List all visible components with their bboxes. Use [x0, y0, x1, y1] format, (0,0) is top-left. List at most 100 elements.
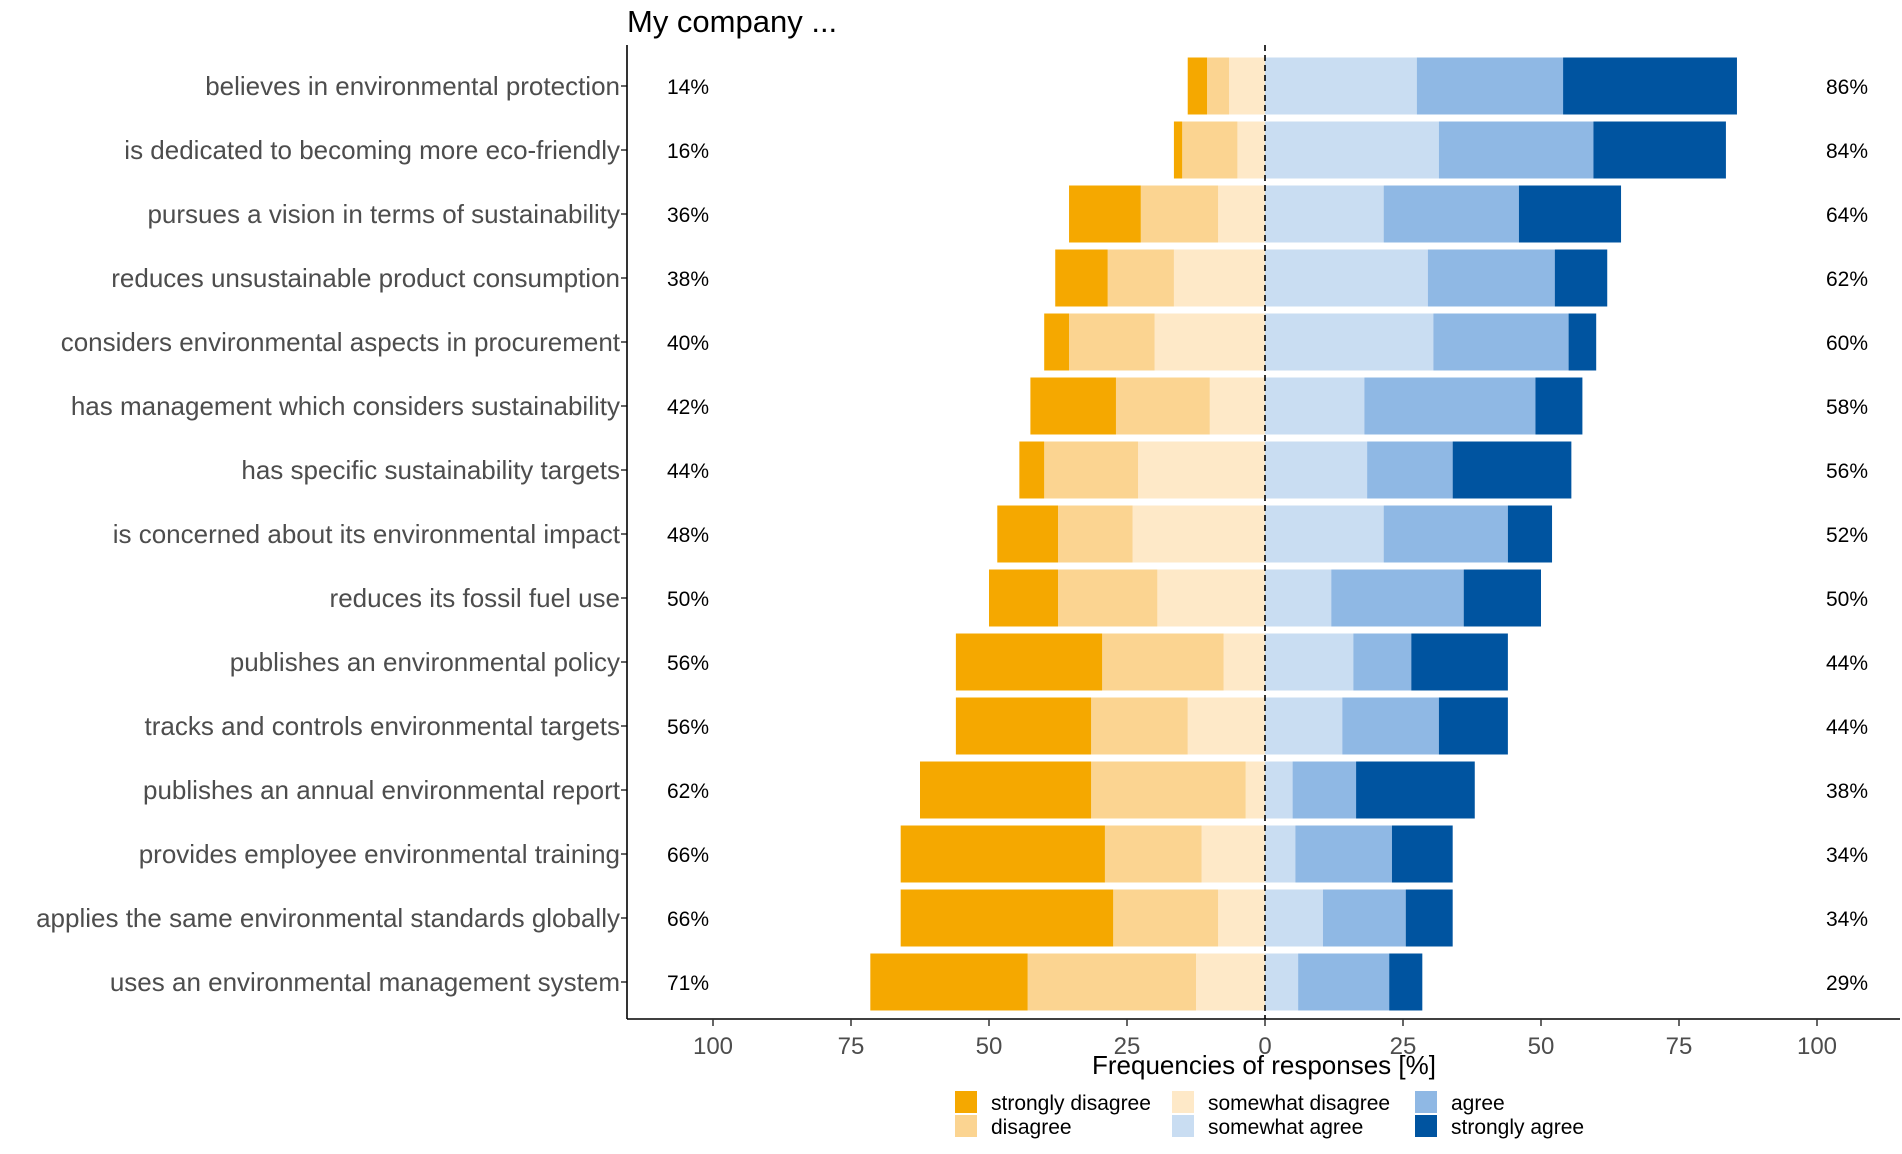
- category-label: considers environmental aspects in procu…: [61, 327, 621, 357]
- right-percentage: 34%: [1826, 844, 1868, 867]
- bar-believes-in-environmental-protection-somewhat-agree: [1265, 57, 1417, 115]
- bar-reduces-unsustainable-product-consumption-strongly-agree: [1554, 249, 1608, 307]
- right-percentage: 38%: [1826, 780, 1868, 803]
- bar-has-specific-sustainability-targets-agree: [1367, 441, 1453, 499]
- bar-uses-an-environmental-management-system-strongly-disagree: [870, 953, 1028, 1011]
- bar-applies-the-same-environmental-standards-globally-strongly-agree: [1405, 889, 1453, 947]
- legend-key-disagree: [955, 1115, 977, 1137]
- left-percentage: 66%: [667, 908, 709, 931]
- x-axis-title: Frequencies of responses [%]: [1092, 1050, 1436, 1080]
- bar-publishes-an-environmental-policy-disagree: [1102, 633, 1224, 691]
- bar-considers-environmental-aspects-in-procurement-somewhat-agree: [1265, 313, 1434, 371]
- legend-label-strongly-disagree: strongly disagree: [991, 1092, 1151, 1115]
- bar-publishes-an-environmental-policy-strongly-agree: [1411, 633, 1508, 691]
- bar-provides-employee-environmental-training-agree: [1295, 825, 1392, 883]
- x-tick-label: 75: [838, 1033, 865, 1060]
- bar-has-specific-sustainability-targets-disagree: [1044, 441, 1139, 499]
- bar-uses-an-environmental-management-system-agree: [1298, 953, 1390, 1011]
- legend-key-somewhat-disagree: [1172, 1091, 1194, 1113]
- legend-key-agree: [1415, 1091, 1437, 1113]
- left-percentage: 62%: [667, 780, 709, 803]
- category-label: uses an environmental management system: [110, 967, 620, 997]
- bar-reduces-unsustainable-product-consumption-strongly-disagree: [1055, 249, 1108, 307]
- x-tick-label: 50: [976, 1033, 1003, 1060]
- left-percentage: 42%: [667, 396, 709, 419]
- bar-publishes-an-environmental-policy-somewhat-agree: [1265, 633, 1354, 691]
- right-percentage: 52%: [1826, 524, 1868, 547]
- right-percentage: 44%: [1826, 716, 1868, 739]
- bar-pursues-a-vision-in-terms-of-sustainability-somewhat-agree: [1265, 185, 1384, 243]
- bar-pursues-a-vision-in-terms-of-sustainability-strongly-agree: [1518, 185, 1622, 243]
- right-percentage: 34%: [1826, 908, 1868, 931]
- bar-has-management-which-considers-sustainability-somewhat-disagree: [1209, 377, 1265, 435]
- legend-label-somewhat-disagree: somewhat disagree: [1208, 1092, 1390, 1115]
- bar-uses-an-environmental-management-system-strongly-agree: [1389, 953, 1423, 1011]
- category-label: tracks and controls environmental target…: [145, 711, 620, 741]
- bar-provides-employee-environmental-training-somewhat-disagree: [1201, 825, 1265, 883]
- bar-publishes-an-annual-environmental-report-strongly-agree: [1356, 761, 1475, 819]
- bar-believes-in-environmental-protection-agree: [1416, 57, 1564, 115]
- bar-has-management-which-considers-sustainability-strongly-agree: [1535, 377, 1583, 435]
- left-percentage: 66%: [667, 844, 709, 867]
- bar-publishes-an-annual-environmental-report-somewhat-disagree: [1245, 761, 1265, 819]
- left-percentage: 56%: [667, 716, 709, 739]
- x-tick-label: 100: [1797, 1033, 1837, 1060]
- x-tick-label: 0: [1258, 1033, 1271, 1060]
- x-tick-label: 25: [1114, 1033, 1141, 1060]
- bars-group: [870, 57, 1737, 1011]
- bar-provides-employee-environmental-training-strongly-disagree: [900, 825, 1105, 883]
- category-label: pursues a vision in terms of sustainabil…: [147, 199, 620, 229]
- bar-reduces-its-fossil-fuel-use-disagree: [1058, 569, 1158, 627]
- bar-tracks-and-controls-environmental-targets-strongly-disagree: [955, 697, 1092, 755]
- bar-reduces-its-fossil-fuel-use-strongly-agree: [1463, 569, 1541, 627]
- right-percentage: 84%: [1826, 140, 1868, 163]
- legend-label-disagree: disagree: [991, 1116, 1072, 1139]
- bar-reduces-unsustainable-product-consumption-somewhat-agree: [1265, 249, 1428, 307]
- bar-applies-the-same-environmental-standards-globally-agree: [1322, 889, 1406, 947]
- bar-applies-the-same-environmental-standards-globally-disagree: [1113, 889, 1219, 947]
- left-percentage: 14%: [667, 76, 709, 99]
- category-label: is dedicated to becoming more eco-friend…: [124, 135, 620, 165]
- left-percentage: 38%: [667, 268, 709, 291]
- category-label: has specific sustainability targets: [241, 455, 620, 485]
- bar-publishes-an-environmental-policy-strongly-disagree: [955, 633, 1103, 691]
- left-percentage: 48%: [667, 524, 709, 547]
- bar-uses-an-environmental-management-system-somewhat-agree: [1265, 953, 1299, 1011]
- bar-pursues-a-vision-in-terms-of-sustainability-agree: [1383, 185, 1519, 243]
- bar-tracks-and-controls-environmental-targets-somewhat-disagree: [1187, 697, 1265, 755]
- bar-reduces-its-fossil-fuel-use-agree: [1331, 569, 1464, 627]
- bar-reduces-its-fossil-fuel-use-strongly-disagree: [989, 569, 1058, 627]
- bar-reduces-unsustainable-product-consumption-disagree: [1107, 249, 1174, 307]
- bar-reduces-unsustainable-product-consumption-somewhat-disagree: [1173, 249, 1265, 307]
- bar-has-management-which-considers-sustainability-disagree: [1115, 377, 1210, 435]
- bar-has-management-which-considers-sustainability-somewhat-agree: [1265, 377, 1365, 435]
- bar-pursues-a-vision-in-terms-of-sustainability-strongly-disagree: [1069, 185, 1141, 243]
- bar-believes-in-environmental-protection-somewhat-disagree: [1229, 57, 1265, 115]
- legend-key-strongly-disagree: [955, 1091, 977, 1113]
- bar-publishes-an-annual-environmental-report-somewhat-agree: [1265, 761, 1293, 819]
- right-percentage: 58%: [1826, 396, 1868, 419]
- bar-considers-environmental-aspects-in-procurement-strongly-agree: [1568, 313, 1597, 371]
- bar-pursues-a-vision-in-terms-of-sustainability-disagree: [1140, 185, 1219, 243]
- category-labels: believes in environmental protection is d…: [36, 71, 621, 997]
- legend-label-strongly-agree: strongly agree: [1451, 1116, 1584, 1139]
- bar-has-management-which-considers-sustainability-strongly-disagree: [1030, 377, 1116, 435]
- category-label: reduces unsustainable product consumptio…: [111, 263, 620, 293]
- category-label: provides employee environmental training: [139, 839, 620, 869]
- right-percentage: 50%: [1826, 588, 1868, 611]
- bar-believes-in-environmental-protection-strongly-agree: [1563, 57, 1737, 115]
- left-percentage: 16%: [667, 140, 709, 163]
- bar-tracks-and-controls-environmental-targets-agree: [1342, 697, 1439, 755]
- bar-uses-an-environmental-management-system-disagree: [1027, 953, 1196, 1011]
- bar-is-dedicated-to-becoming-more-eco-friendly-agree: [1438, 121, 1594, 179]
- bar-provides-employee-environmental-training-somewhat-agree: [1265, 825, 1296, 883]
- right-percentage: 56%: [1826, 460, 1868, 483]
- legend-key-strongly-agree: [1415, 1115, 1437, 1137]
- bar-provides-employee-environmental-training-strongly-agree: [1391, 825, 1453, 883]
- bar-has-specific-sustainability-targets-strongly-agree: [1452, 441, 1572, 499]
- bar-publishes-an-annual-environmental-report-strongly-disagree: [920, 761, 1092, 819]
- bar-has-specific-sustainability-targets-strongly-disagree: [1019, 441, 1045, 499]
- bar-provides-employee-environmental-training-disagree: [1104, 825, 1202, 883]
